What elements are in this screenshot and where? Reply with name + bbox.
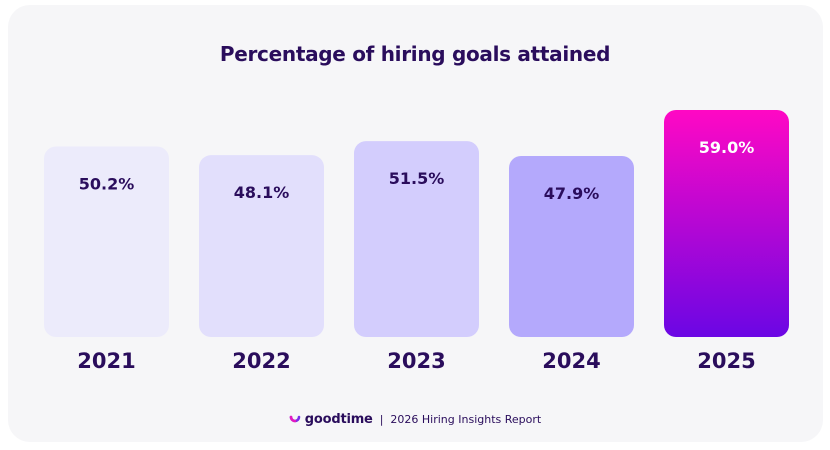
brand-logo: goodtime [289,412,373,427]
value-label-2025: 59.0% [699,138,755,157]
footer: goodtime | 2026 Hiring Insights Report [0,412,830,427]
category-label-2021: 2021 [77,349,135,373]
category-label-2023: 2023 [387,349,445,373]
category-label-2025: 2025 [697,349,755,373]
bar-2023 [354,141,479,337]
bar-2021 [44,146,169,337]
value-label-2022: 48.1% [234,183,290,202]
report-name: 2026 Hiring Insights Report [390,413,542,426]
bar-2022 [199,155,324,337]
goodtime-logo-icon [289,415,301,422]
chart-title: Percentage of hiring goals attained [219,42,611,66]
value-label-2023: 51.5% [389,169,445,188]
footer-separator: | [379,413,384,426]
bar-2024 [509,156,634,337]
value-label-2021: 50.2% [79,174,135,193]
category-label-2024: 2024 [542,349,600,373]
value-label-2024: 47.9% [544,184,600,203]
category-label-2022: 2022 [232,349,290,373]
bar-2025 [664,110,789,337]
brand-name: goodtime [304,412,373,427]
